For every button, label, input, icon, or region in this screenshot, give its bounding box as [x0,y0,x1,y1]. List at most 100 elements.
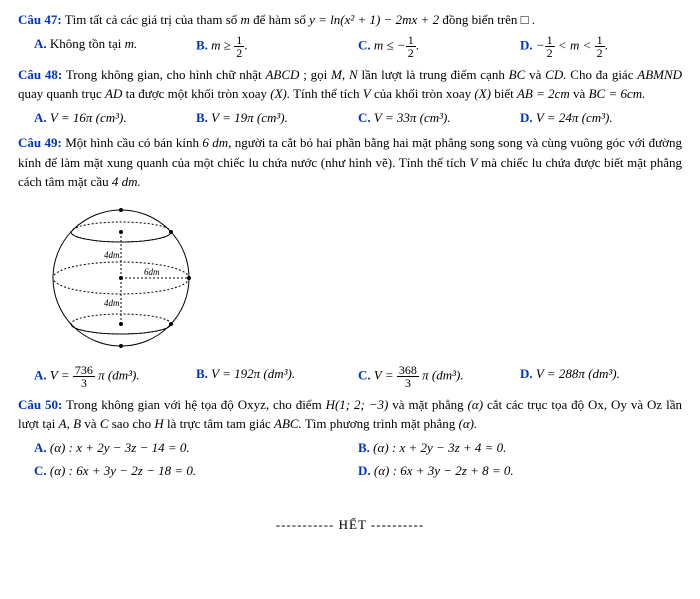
q50-ABC1: A, B [59,416,81,431]
q48-t1: Trong không gian, cho hình chữ nhật [66,67,266,82]
q49-D: D. V = 288π (dm³). [520,364,682,389]
q50-A-text: (α) : x + 2y − 3z − 14 = 0. [50,440,190,455]
label-4dm-bot: 4dm [104,298,120,308]
q47-C-after: . [416,37,419,52]
q47-D-after: . [605,37,608,52]
question-50: Câu 50: Trong không gian với hệ tọa độ O… [18,395,682,485]
q49-A: A. V = 7363 π (dm³). [34,364,196,389]
q49-C-after: π (dm³). [419,367,464,382]
q47-C-frac: 12 [406,34,416,59]
q50-C: C [100,416,109,431]
q47-text: Câu 47: Tìm tất cả các giá trị của tham … [18,10,682,30]
q48-t6: quay quanh trục [18,86,105,101]
q48-ABMND: ABMND [637,67,682,82]
q48-A: A. V = 16π (cm³). [34,108,196,128]
q49-C-num: 368 [397,364,419,377]
question-49: Câu 49: Một hình cầu có bán kính 6 dm, n… [18,133,682,389]
q48-choices: A. V = 16π (cm³). B. V = 19π (cm³). C. V… [34,108,682,128]
q49-r: 6 dm, [202,135,231,150]
q49-choices: A. V = 7363 π (dm³). B. V = 192π (dm³). … [34,364,682,389]
q47-label: Câu 47: [18,12,62,27]
q50-t6: là trực tâm tam giác [167,416,274,431]
q47-m: m [241,12,250,27]
q47-D-before: − [536,37,545,52]
q47-D-f2n: 1 [595,34,605,47]
q48-B: B. V = 19π (cm³). [196,108,358,128]
sphere-diagram: 4dm 4dm 6dm [36,198,206,358]
q48-text: Câu 48: Trong không gian, cho hình chữ n… [18,65,682,104]
q47-D-f2: 12 [595,34,605,59]
q50-B-text: (α) : x + 2y − 3z + 4 = 0. [373,440,506,455]
q47-D-f1n: 1 [545,34,555,47]
q48-t9: của khối tròn xoay [374,86,474,101]
q48-t3: lần lượt là trung điểm cạnh [361,67,508,82]
q49-B-text: V = 192π (dm³). [211,366,295,381]
q47-C: C. m ≤ −12. [358,34,520,59]
q48-t7: ta được một khối tròn xoay [126,86,271,101]
q47-C-label: C. [358,37,371,52]
q50-t7: Tìm phương trình mặt phẳng [305,416,459,431]
q50-a1: (α) [468,397,483,412]
q48-C-label: C. [358,110,371,125]
q49-D-label: D. [520,366,533,381]
q49-A-den: 3 [73,377,95,389]
q50-C-label: C. [34,463,47,478]
q48-A-label: A. [34,110,47,125]
q47-B: B. m ≥ 12. [196,34,358,59]
q48-CD: CD. [545,67,566,82]
q49-A-label: A. [34,367,47,382]
q49-C-frac: 3683 [397,364,419,389]
q50-A: A. (α) : x + 2y − 3z − 14 = 0. [34,438,358,458]
q50-C: C. (α) : 6x + 3y − 2z − 18 = 0. [34,461,358,481]
q50-text: Câu 50: Trong không gian với hệ tọa độ O… [18,395,682,434]
q49-C: C. V = 3683 π (dm³). [358,364,520,389]
q49-B: B. V = 192π (dm³). [196,364,358,389]
q48-ABCD: ABCD [265,67,299,82]
q49-t1: Một hình cầu có bán kính [65,135,202,150]
q48-BC2: BC = 6cm. [589,86,646,101]
q49-text: Câu 49: Một hình cầu có bán kính 6 dm, n… [18,133,682,192]
q50-t2: và mặt phẳng [392,397,467,412]
q49-C-before: V = [374,367,397,382]
q47-D-mid: < m < [555,37,595,52]
q47-D-f2d: 2 [595,47,605,59]
q49-label: Câu 49: [18,135,62,150]
q48-t11: và [573,86,589,101]
q47-choices: A. Không tồn tại m. B. m ≥ 12. C. m ≤ −1… [34,34,682,59]
q48-BC: BC [509,67,526,82]
q48-D-label: D. [520,110,533,125]
q50-choices: A. (α) : x + 2y − 3z − 14 = 0. B. (α) : … [34,438,682,485]
q48-B-text: V = 19π (cm³). [211,110,288,125]
q48-X2: (X) [474,86,491,101]
q50-D-text: (α) : 6x + 3y − 2z + 8 = 0. [374,463,514,478]
question-48: Câu 48: Trong không gian, cho hình chữ n… [18,65,682,128]
q48-t5: Cho đa giác [570,67,637,82]
q49-V: V [470,155,478,170]
q50-t1: Trong không gian với hệ tọa độ Oxyz, cho… [66,397,326,412]
q47-B-num: 1 [234,34,244,47]
q48-t10: biết [494,86,517,101]
q48-A-text: V = 16π (cm³). [50,110,127,125]
q47-B-frac: 12 [234,34,244,59]
q48-MN: M, N [331,67,358,82]
q49-A-before: V = [50,367,73,382]
q50-A-label: A. [34,440,47,455]
q48-label: Câu 48: [18,67,62,82]
q47-C-den: 2 [406,47,416,59]
q47-t2: để hàm số [253,12,309,27]
q47-t3: đồng biến trên □ . [442,12,535,27]
q50-H2: H [154,416,163,431]
q50-t4: và [84,416,100,431]
q48-D-text: V = 24π (cm³). [536,110,613,125]
q50-B-label: B. [358,440,370,455]
q50-H: H(1; 2; −3) [326,397,389,412]
q49-A-after: π (dm³). [95,367,140,382]
q47-C-before: m ≤ − [374,37,406,52]
q47-D: D. −12 < m < 12. [520,34,682,59]
q48-AD: AD [105,86,122,101]
q47-formula: y = ln(x² + 1) − 2mx + 2 [309,12,439,27]
q47-A-label: A. [34,36,47,51]
q47-B-den: 2 [234,47,244,59]
q47-D-f1: 12 [545,34,555,59]
q48-B-label: B. [196,110,208,125]
